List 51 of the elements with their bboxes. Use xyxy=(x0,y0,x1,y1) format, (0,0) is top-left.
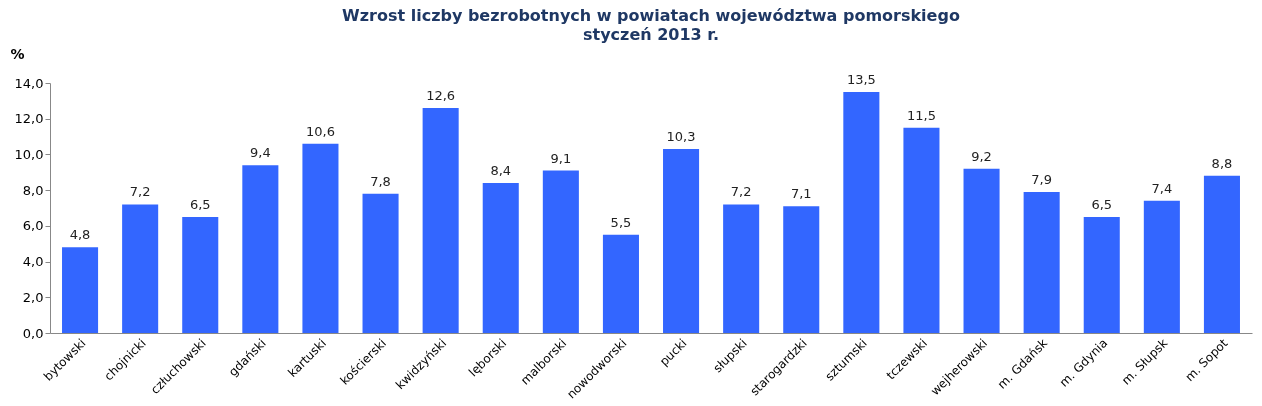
bar xyxy=(723,204,760,333)
y-axis-title: % xyxy=(10,45,25,62)
y-tick-label: 6,0 xyxy=(22,218,44,234)
data-label: 8,8 xyxy=(1211,155,1233,171)
bar xyxy=(1203,175,1240,333)
y-tick-label: 4,0 xyxy=(22,254,44,270)
y-tick-label: 0,0 xyxy=(22,325,44,341)
bar xyxy=(122,204,159,333)
data-label: 7,4 xyxy=(1151,180,1173,196)
data-label: 8,4 xyxy=(490,163,512,178)
bar xyxy=(242,165,279,333)
data-label: 6,5 xyxy=(189,196,211,212)
y-tick-label: 14,0 xyxy=(14,75,44,91)
bar xyxy=(783,206,820,333)
data-label: 7,9 xyxy=(1031,171,1052,187)
bar xyxy=(843,91,880,333)
data-label: 13,5 xyxy=(846,71,876,87)
data-label: 9,1 xyxy=(550,150,572,166)
y-tick-label: 8,0 xyxy=(22,182,44,198)
bar xyxy=(362,193,399,333)
bar xyxy=(542,170,579,333)
bar xyxy=(482,183,519,333)
bar xyxy=(903,127,940,333)
data-label: 9,4 xyxy=(250,145,271,161)
data-label: 7,1 xyxy=(790,186,812,202)
bar xyxy=(1023,191,1060,333)
y-tick-label: 2,0 xyxy=(22,289,44,305)
y-tick-label: 10,0 xyxy=(14,146,44,162)
data-label: 7,2 xyxy=(730,184,752,200)
bar xyxy=(62,247,99,333)
bar xyxy=(422,108,459,333)
bar xyxy=(1083,216,1120,333)
bar xyxy=(963,168,1000,333)
bar xyxy=(182,216,219,333)
data-label: 5,5 xyxy=(610,214,632,230)
data-label: 7,8 xyxy=(370,173,391,189)
data-label: 11,5 xyxy=(906,107,936,123)
y-tick-label: 12,0 xyxy=(14,111,44,127)
data-label: 7,2 xyxy=(129,184,151,200)
bar xyxy=(663,149,700,333)
bar xyxy=(302,143,339,333)
data-label: 4,8 xyxy=(69,227,91,243)
chart-subtitle: styczeń 2013 r. xyxy=(583,25,719,44)
data-label: 6,5 xyxy=(1091,196,1113,212)
data-label: 10,6 xyxy=(305,123,335,139)
data-label: 12,6 xyxy=(426,88,456,103)
bar xyxy=(1143,200,1180,333)
chart-title: Wzrost liczby bezrobotnych w powiatach województwa pomorskiego xyxy=(342,6,960,25)
bar xyxy=(602,234,639,333)
data-label: 10,3 xyxy=(666,129,696,145)
data-label: 9,2 xyxy=(971,148,992,164)
